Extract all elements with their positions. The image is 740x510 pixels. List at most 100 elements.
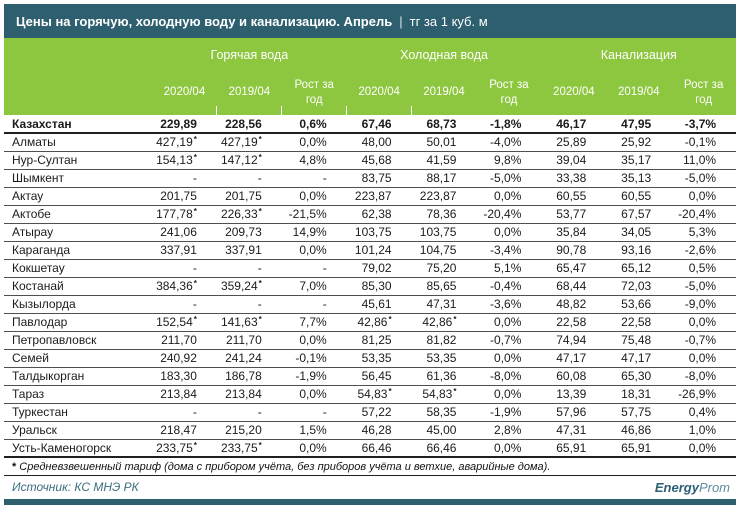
row-label: Павлодар [4,313,152,332]
cell-value: 50,01 [411,133,477,152]
cell-value: 81,82 [411,331,477,350]
cell-value: - [281,403,347,422]
cell-value: 65,47 [541,259,607,278]
row-label: Нур-Султан [4,151,152,170]
group-header-row: Горячая вода Холодная вода Канализация [4,38,737,74]
title-bar: Цены на горячую, холодную воду и канализ… [4,4,736,38]
row-label: Петропавловск [4,331,152,350]
cell-value: 1,5% [281,421,347,440]
cell-value: 233,75* [152,439,217,458]
cell-value: -0,7% [476,331,542,350]
cell-value: 209,73 [216,223,282,242]
cell-value: -0,1% [281,349,347,368]
col-header-2019-04: 2019/04 [606,74,672,115]
cell-value: 56,45 [346,367,412,386]
cell-value: - [216,169,282,188]
cell-value: 2,8% [476,421,542,440]
cell-value: 7,0% [281,277,347,296]
cell-value: 337,91 [152,241,217,260]
cell-value: -3,4% [476,241,542,260]
cell-value: 7,7% [281,313,347,332]
cell-value: 0,0% [281,439,347,458]
cell-value: 25,89 [541,133,607,152]
cell-value: 211,70 [216,331,282,350]
cell-value: 0,6% [281,115,347,134]
table-row: Атырау 241,06 209,73 14,9% 103,75 103,75 0,0% 3… [4,223,737,242]
table-row: Актау 201,75 201,75 0,0% 223,87 223,87 0,0% 60,… [4,187,737,206]
row-label: Кокшетау [4,259,152,278]
cell-value: - [152,403,217,422]
cell-value: 0,0% [476,439,542,458]
group-header-cold-water: Холодная вода [346,38,542,74]
logo-text: EnergyProm [655,480,730,495]
table-body: Казахстан 229,89 228,56 0,6% 67,46 68,73 -1,8%… [4,115,737,458]
footnote: * Средневзвешенный тариф (дома с приборо… [4,458,736,476]
cell-value: -1,8% [476,115,542,134]
cell-value: 104,75 [411,241,477,260]
cell-value: 215,20 [216,421,282,440]
cell-value: 101,24 [346,241,412,260]
cell-value: -5,0% [671,277,737,296]
row-label: Костанай [4,277,152,296]
col-header-2020-04: 2020/04 [346,74,412,115]
cell-value: 35,84 [541,223,607,242]
cell-value: -21,5% [281,205,347,224]
table-row: Шымкент - - -83,75 88,17 -5,0% 33,38 35,13 -5,0% [4,169,737,188]
cell-value: 47,17 [606,349,672,368]
cell-value: -8,0% [476,367,542,386]
cell-value: 226,33* [216,205,282,224]
logo-text-light: Prom [698,479,730,495]
cell-value: 218,47 [152,421,217,440]
cell-value: 240,92 [152,349,217,368]
table-row: Туркестан - - -57,22 58,35 -1,9% 57,96 57,75 0,4… [4,403,737,422]
cell-value: 53,35 [346,349,412,368]
cell-value: 0,0% [476,187,542,206]
cell-value: -2,6% [671,241,737,260]
table-row: Алматы 427,19* 427,19* 0,0% 48,00 50,01 -4,0% 2… [4,133,737,152]
table-row: Актобе 177,78* 226,33* -21,5% 62,38 78,36 -20,… [4,205,737,224]
row-label: Казахстан [4,115,152,134]
table-row: Казахстан 229,89 228,56 0,6% 67,46 68,73 -1,8%… [4,115,737,134]
cell-value: 72,03 [606,277,672,296]
page-title: Цены на горячую, холодную воду и канализ… [16,13,393,29]
cell-value: - [281,259,347,278]
cell-value: 1,0% [671,421,737,440]
table-row: Кокшетау - - -79,02 75,20 5,1% 65,47 65,12 0,5% [4,259,737,278]
cell-value: 53,77 [541,205,607,224]
cell-value: 60,55 [541,187,607,206]
cell-value: 68,44 [541,277,607,296]
cell-value: 33,38 [541,169,607,188]
cell-value: -26,9% [671,385,737,404]
cell-value: 0,0% [476,223,542,242]
cell-value: 18,31 [606,385,672,404]
cell-value: 241,24 [216,349,282,368]
footer: Источник: КС МНЭ РК EnergyProm [4,476,736,498]
cell-value: 34,05 [606,223,672,242]
cell-value: 5,1% [476,259,542,278]
group-header-hot-water: Горячая вода [152,38,347,74]
cell-value: 45,00 [411,421,477,440]
table-row: Павлодар 152,54* 141,63* 7,7% 42,86* 42,86* 0,… [4,313,737,332]
table-row: Талдыкорган 183,30 186,78 -1,9% 56,45 61,36 -8… [4,367,737,386]
cell-value: 147,12* [216,151,282,170]
cell-value: 13,39 [541,385,607,404]
cell-value: 183,30 [152,367,217,386]
cell-value: 47,31 [541,421,607,440]
group-header-sewerage: Канализация [541,38,737,74]
cell-value: -5,0% [476,169,542,188]
cell-value: 46,28 [346,421,412,440]
source-text: Источник: КС МНЭ РК [12,480,139,494]
cell-value: - [216,259,282,278]
cell-value: 81,25 [346,331,412,350]
cell-value: -4,0% [476,133,542,152]
col-header-growth: Рост за год [671,74,737,115]
cell-value: -1,9% [476,403,542,422]
cell-value: 90,78 [541,241,607,260]
cell-value: 66,46 [411,439,477,458]
cell-value: 47,95 [606,115,672,134]
cell-value: 4,8% [281,151,347,170]
cell-value: 85,65 [411,277,477,296]
cell-value: 57,96 [541,403,607,422]
cell-value: 229,89 [152,115,217,134]
